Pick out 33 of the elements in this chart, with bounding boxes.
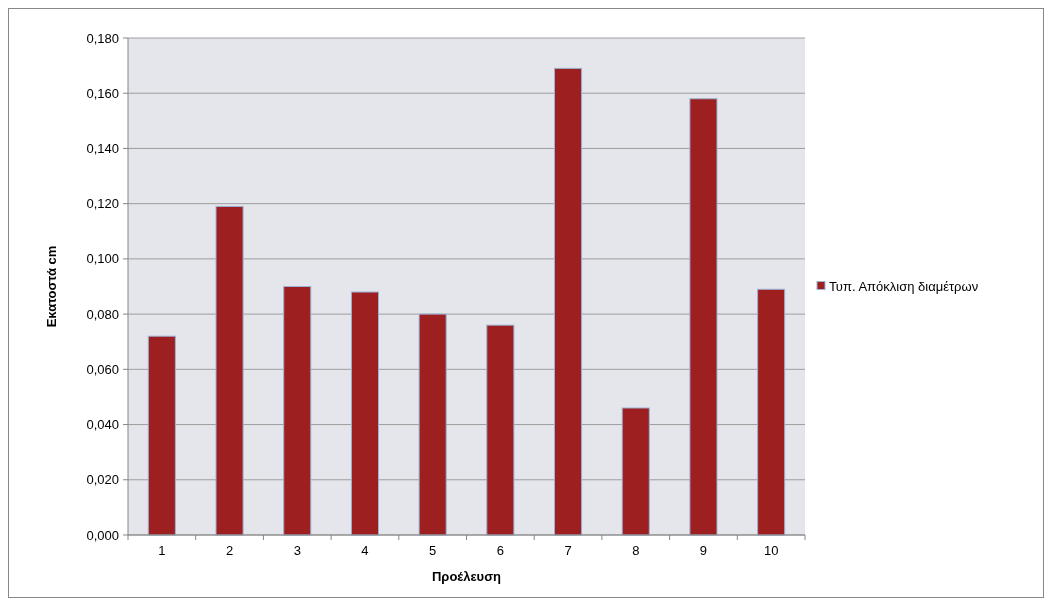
y-tick-label: 0,040 — [86, 417, 119, 433]
y-tick-label: 0,020 — [86, 472, 119, 488]
x-tick-label: 3 — [293, 543, 301, 558]
y-tick-label: 0,180 — [86, 30, 119, 46]
bar — [621, 407, 650, 536]
bar — [350, 291, 379, 536]
x-tick-label: 4 — [361, 543, 369, 558]
x-tick-label: 8 — [632, 543, 640, 558]
y-axis-title: Εκατοστά cm — [44, 245, 59, 328]
bar — [486, 324, 515, 536]
bar — [418, 313, 447, 536]
y-tick-label: 0,000 — [86, 527, 119, 543]
bar — [689, 98, 718, 536]
x-tick-label: 6 — [496, 543, 504, 558]
x-tick-label: 9 — [699, 543, 708, 558]
x-axis-title: Προέλευση — [431, 569, 502, 584]
y-tick-label: 0,100 — [86, 251, 119, 267]
bar — [757, 288, 786, 536]
x-tick-label: 7 — [564, 543, 572, 558]
x-tick-label: 10 — [763, 543, 779, 558]
y-tick-label: 0,080 — [86, 306, 119, 322]
x-tick-label: 5 — [429, 543, 437, 558]
y-tick-label: 0,140 — [86, 140, 119, 156]
bar — [554, 67, 583, 536]
bar — [215, 205, 244, 536]
y-tick-label: 0,120 — [86, 196, 119, 212]
y-tick-label: 0,060 — [86, 361, 119, 377]
bar — [147, 335, 176, 536]
y-tick-label: 0,160 — [86, 85, 119, 101]
x-tick-label: 2 — [225, 543, 234, 558]
x-tick-label: 1 — [158, 543, 166, 558]
bar — [283, 286, 312, 536]
legend-label: Τυπ. Απόκλιση διαμέτρων — [829, 279, 979, 295]
